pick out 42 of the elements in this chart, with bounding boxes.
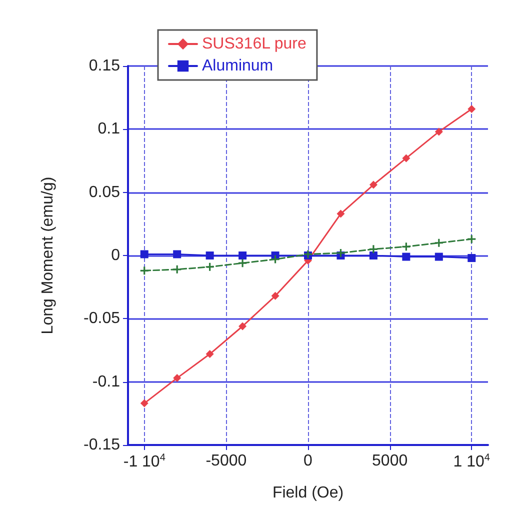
point xyxy=(140,399,148,408)
y-axis-title: Long Moment (emu/g) xyxy=(40,176,56,334)
point xyxy=(140,266,148,275)
point xyxy=(238,252,247,260)
legend-label: SUS316L pure xyxy=(202,36,306,52)
y-tick-label: 0.05 xyxy=(88,184,120,201)
y-tick-label: -0.05 xyxy=(84,310,120,328)
y-tick-label: -0.1 xyxy=(92,373,120,390)
point xyxy=(336,248,345,257)
point xyxy=(468,104,476,113)
point xyxy=(369,252,378,260)
point xyxy=(336,210,345,218)
point xyxy=(402,154,410,162)
point xyxy=(402,242,410,251)
point xyxy=(173,265,182,274)
point xyxy=(369,245,378,254)
x-axis-title: Field (Oe) xyxy=(272,484,344,502)
y-tick-label: 0.1 xyxy=(98,120,120,138)
point xyxy=(173,250,182,258)
point xyxy=(434,128,443,136)
point xyxy=(140,250,148,258)
legend-label: Aluminum xyxy=(202,58,274,74)
x-tick-label: 5000 xyxy=(372,452,408,470)
point xyxy=(369,180,378,189)
point xyxy=(206,252,214,260)
point xyxy=(238,259,247,268)
point xyxy=(206,262,214,271)
y-tick-label: -0.15 xyxy=(84,436,120,454)
point xyxy=(468,235,476,244)
point xyxy=(271,255,280,264)
point xyxy=(434,238,443,247)
point xyxy=(468,254,476,262)
point xyxy=(402,252,410,261)
x-tick-label: 0 xyxy=(304,452,313,470)
y-tick-label: 0 xyxy=(111,247,120,264)
point xyxy=(271,292,280,300)
point xyxy=(238,322,247,330)
y-tick-label: 0.15 xyxy=(88,58,120,74)
point xyxy=(173,374,182,382)
x-tick-label: -5000 xyxy=(206,452,247,470)
point xyxy=(434,252,443,261)
point xyxy=(206,350,214,358)
